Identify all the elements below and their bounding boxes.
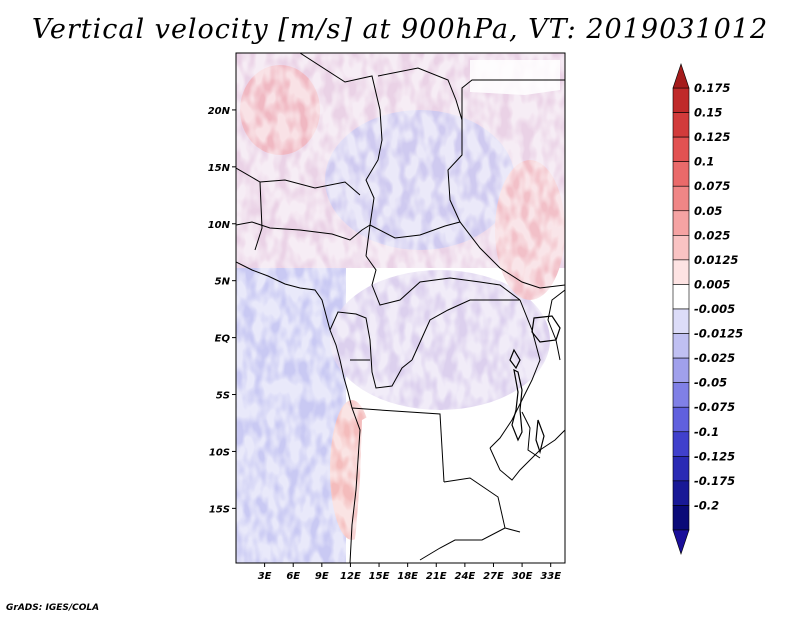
colorbar-label: -0.125 (694, 449, 735, 463)
colorbar-label: 0.075 (694, 179, 730, 193)
colorbar-segment (672, 87, 690, 113)
lon-tick-label: 27E (483, 571, 504, 582)
masked-angola-plateau (352, 410, 565, 563)
colorbar-label: 0.175 (694, 81, 730, 95)
lat-tick-label: 20N (208, 106, 231, 117)
lon-tick-label: 15E (369, 571, 390, 582)
lon-tick-label: 30E (512, 571, 533, 582)
colorbar-label: 0.0125 (694, 253, 738, 267)
colorbar-label: 0.05 (694, 204, 722, 218)
lon-tick-label: 6E (286, 571, 300, 582)
colorbar-label: -0.175 (694, 474, 735, 488)
colorbar-segment (672, 480, 690, 506)
colorbar-label: -0.05 (694, 376, 727, 390)
colorbar-segment (672, 112, 690, 138)
grads-credit: GrADS: IGES/COLA (6, 603, 100, 613)
map-frame (235, 52, 566, 564)
colorbar-label: 0.005 (694, 277, 730, 291)
colorbar-segment (672, 185, 690, 212)
colorbar-top-arrow (672, 63, 690, 89)
colorbar-label: -0.0125 (694, 327, 743, 341)
lat-tick-label: 10S (209, 447, 230, 458)
colorbar-segment (672, 259, 690, 285)
colorbar-label: 0.15 (694, 106, 722, 120)
colorbar-segment (672, 308, 690, 334)
colorbar-segment (672, 406, 690, 433)
colorbar-label: 0.125 (694, 130, 730, 144)
colorbar-label: -0.025 (694, 351, 735, 365)
lon-tick-label: 33E (540, 571, 561, 582)
colorbar-label: -0.075 (694, 400, 735, 414)
latitude-axis: 20N 15N 10N 5N EQ 5S 10S 15S (208, 106, 236, 515)
colorbar-segment (672, 431, 690, 457)
colorbar-segment (672, 161, 690, 187)
masked-north-blank (470, 60, 560, 95)
lat-tick-label: 15S (209, 504, 230, 515)
colorbar-segment (672, 333, 690, 359)
colorbar: 0.175 0.15 0.125 0.1 0.075 0.05 0.025 0.0125 0.0… (672, 63, 743, 555)
lon-tick-label: 18E (397, 571, 418, 582)
colorbar-bottom-arrow (672, 529, 690, 555)
lon-tick-label: 21E (426, 571, 447, 582)
lat-tick-label: 10N (208, 220, 231, 231)
colorbar-segment (672, 357, 690, 383)
lon-tick-label: 3E (258, 571, 272, 582)
lat-tick-label: 5S (216, 391, 230, 402)
colorbar-segment (672, 382, 690, 408)
colorbar-segment (672, 210, 690, 236)
colorbar-label: 0.1 (694, 155, 714, 169)
colorbar-segment (672, 456, 690, 482)
country-borders (236, 53, 565, 563)
longitude-axis: 3E 6E 9E 12E 15E 18E 21E 24E 27E 30E 33E (258, 563, 561, 582)
colorbar-label: 0.025 (694, 228, 730, 242)
colorbar-label: -0.1 (694, 425, 719, 439)
lon-tick-label: 24E (454, 571, 475, 582)
colorbar-label: -0.005 (694, 302, 735, 316)
colorbar-label: -0.2 (694, 498, 719, 512)
colorbar-segment (672, 505, 690, 531)
lat-tick-label: 5N (215, 277, 231, 288)
lat-tick-label: EQ (215, 334, 231, 345)
lon-tick-label: 9E (315, 571, 329, 582)
colorbar-segment (672, 284, 690, 310)
colorbar-segment (672, 235, 690, 261)
lakes (509, 315, 561, 455)
colorbar-segment (672, 136, 690, 162)
plot-title: Vertical velocity [m/s] at 900hPa, VT: 2… (31, 14, 769, 45)
lat-tick-label: 15N (208, 163, 231, 174)
lon-tick-label: 12E (340, 571, 361, 582)
